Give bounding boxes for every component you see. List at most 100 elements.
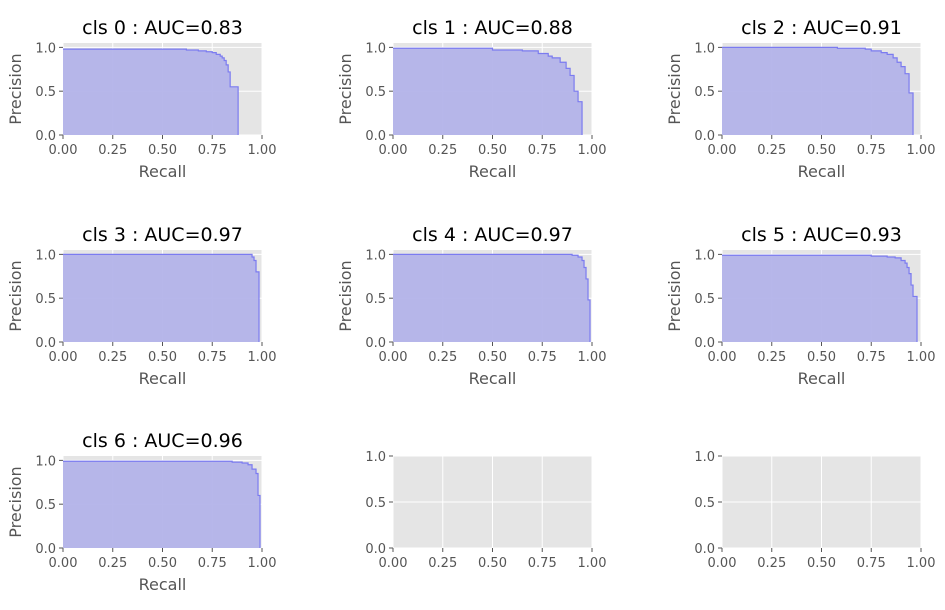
x-tick-label: 0.25 (757, 556, 786, 571)
y-tick-label: 0.5 (694, 85, 715, 100)
pr-step-line (63, 460, 261, 548)
y-tick-label: 0.5 (694, 496, 715, 511)
x-tick-label: 1.00 (907, 350, 936, 365)
subplot-2: 0.00 0.25 0.50 0.75 1.00 0.0 0.5 1.0 cls 2 : AUC… (665, 17, 935, 181)
subplot-5: 0.00 0.25 0.50 0.75 1.00 0.0 0.5 1.0 cls 5 : AUC… (665, 224, 935, 388)
y-tick-label: 0.5 (694, 292, 715, 307)
x-tick-label: 1.00 (248, 556, 277, 571)
subplot-title: cls 0 : AUC=0.83 (82, 17, 243, 39)
y-axis-label: Precision (336, 260, 355, 331)
y-tick-label: 0.5 (365, 85, 386, 100)
y-tick-label: 1.0 (694, 248, 715, 263)
x-tick-label: 0.25 (428, 556, 457, 571)
subplot-3: 0.00 0.25 0.50 0.75 1.00 0.0 0.5 1.0 cls 3 : AUC… (6, 224, 276, 388)
y-tick-label: 0.5 (365, 496, 386, 511)
x-tick-label: 0.00 (49, 556, 78, 571)
x-tick-label: 0.00 (708, 350, 737, 365)
y-axis-label: Precision (6, 260, 25, 331)
y-tick-label: 0.5 (35, 498, 56, 513)
x-tick-label: 0.00 (379, 143, 408, 158)
x-tick-label: 0.50 (807, 350, 836, 365)
x-tick-label: 0.00 (379, 556, 408, 571)
x-tick-label: 0.50 (807, 556, 836, 571)
x-tick-label: 0.25 (98, 143, 127, 158)
y-tick-label: 0.0 (694, 336, 715, 351)
x-tick-label: 1.00 (578, 556, 607, 571)
x-tick-label: 0.75 (528, 143, 557, 158)
pr-step-line (393, 253, 591, 342)
y-axis-label: Precision (336, 53, 355, 124)
y-tick-label: 0.0 (35, 129, 56, 144)
y-axis-label: Precision (665, 260, 684, 331)
pr-area (722, 255, 918, 342)
x-tick-label: 0.75 (528, 556, 557, 571)
y-tick-label: 0.0 (365, 542, 386, 557)
x-tick-label: 0.75 (198, 350, 227, 365)
pr-area (393, 254, 591, 342)
y-tick-label: 1.0 (694, 450, 715, 465)
y-tick-label: 0.0 (694, 542, 715, 557)
x-axis-label: Recall (139, 162, 187, 181)
x-tick-label: 0.50 (478, 143, 507, 158)
y-axis-label: Precision (6, 53, 25, 124)
x-axis-label: Recall (798, 162, 846, 181)
x-axis-label: Recall (469, 369, 517, 388)
pr-step-line (722, 254, 918, 342)
pr-area (722, 47, 914, 135)
x-tick-label: 0.00 (379, 350, 408, 365)
x-tick-label: 0.25 (428, 350, 457, 365)
x-tick-label: 1.00 (248, 143, 277, 158)
x-tick-label: 0.75 (857, 556, 886, 571)
x-tick-label: 1.00 (907, 143, 936, 158)
subplot-0: 0.00 0.25 0.50 0.75 1.00 0.0 0.5 1.0 cls 0 : AUC… (6, 17, 276, 181)
x-tick-label: 0.75 (198, 556, 227, 571)
subplot-4: 0.00 0.25 0.50 0.75 1.00 0.0 0.5 1.0 cls 4 : AUC… (336, 224, 606, 388)
subplot-title: cls 4 : AUC=0.97 (412, 224, 573, 246)
x-tick-label: 0.25 (98, 556, 127, 571)
y-axis-label: Precision (6, 466, 25, 537)
x-tick-label: 0.50 (478, 556, 507, 571)
subplot-title: cls 2 : AUC=0.91 (741, 17, 902, 39)
y-tick-label: 1.0 (694, 41, 715, 56)
x-tick-label: 0.00 (708, 556, 737, 571)
y-tick-label: 1.0 (365, 248, 386, 263)
x-tick-label: 0.25 (428, 143, 457, 158)
x-tick-label: 0.25 (757, 143, 786, 158)
x-axis-label: Recall (139, 369, 187, 388)
x-tick-label: 1.00 (248, 350, 277, 365)
x-tick-label: 0.50 (478, 350, 507, 365)
y-tick-label: 0.0 (365, 129, 386, 144)
x-axis-label: Recall (469, 162, 517, 181)
y-tick-label: 1.0 (35, 454, 56, 469)
x-axis-label: Recall (139, 575, 187, 594)
x-tick-label: 0.00 (49, 350, 78, 365)
subplot-title: cls 1 : AUC=0.88 (412, 17, 573, 39)
subplot-7: 0.00 0.25 0.50 0.75 1.00 0.0 0.5 1.0 (365, 450, 606, 571)
x-tick-label: 0.50 (148, 556, 177, 571)
y-tick-label: 1.0 (365, 41, 386, 56)
x-tick-label: 1.00 (907, 556, 936, 571)
y-tick-label: 0.5 (35, 292, 56, 307)
y-tick-label: 1.0 (365, 450, 386, 465)
subplot-title: cls 5 : AUC=0.93 (741, 224, 902, 246)
x-tick-label: 1.00 (578, 350, 607, 365)
pr-step-line (63, 48, 239, 135)
x-tick-label: 0.75 (857, 350, 886, 365)
pr-area (63, 254, 260, 342)
x-tick-label: 0.75 (198, 143, 227, 158)
subplot-title: cls 6 : AUC=0.96 (82, 430, 243, 452)
y-tick-label: 1.0 (35, 41, 56, 56)
y-tick-label: 0.5 (35, 85, 56, 100)
subplot-title: cls 3 : AUC=0.97 (82, 224, 243, 246)
y-axis-label: Precision (665, 53, 684, 124)
pr-area (63, 461, 261, 548)
pr-area (393, 48, 583, 135)
y-tick-label: 0.0 (365, 336, 386, 351)
y-tick-label: 0.5 (365, 292, 386, 307)
subplot-8: 0.00 0.25 0.50 0.75 1.00 0.0 0.5 1.0 (694, 450, 935, 571)
x-tick-label: 0.00 (49, 143, 78, 158)
x-axis-label: Recall (798, 369, 846, 388)
x-tick-label: 0.75 (528, 350, 557, 365)
x-tick-label: 0.00 (708, 143, 737, 158)
